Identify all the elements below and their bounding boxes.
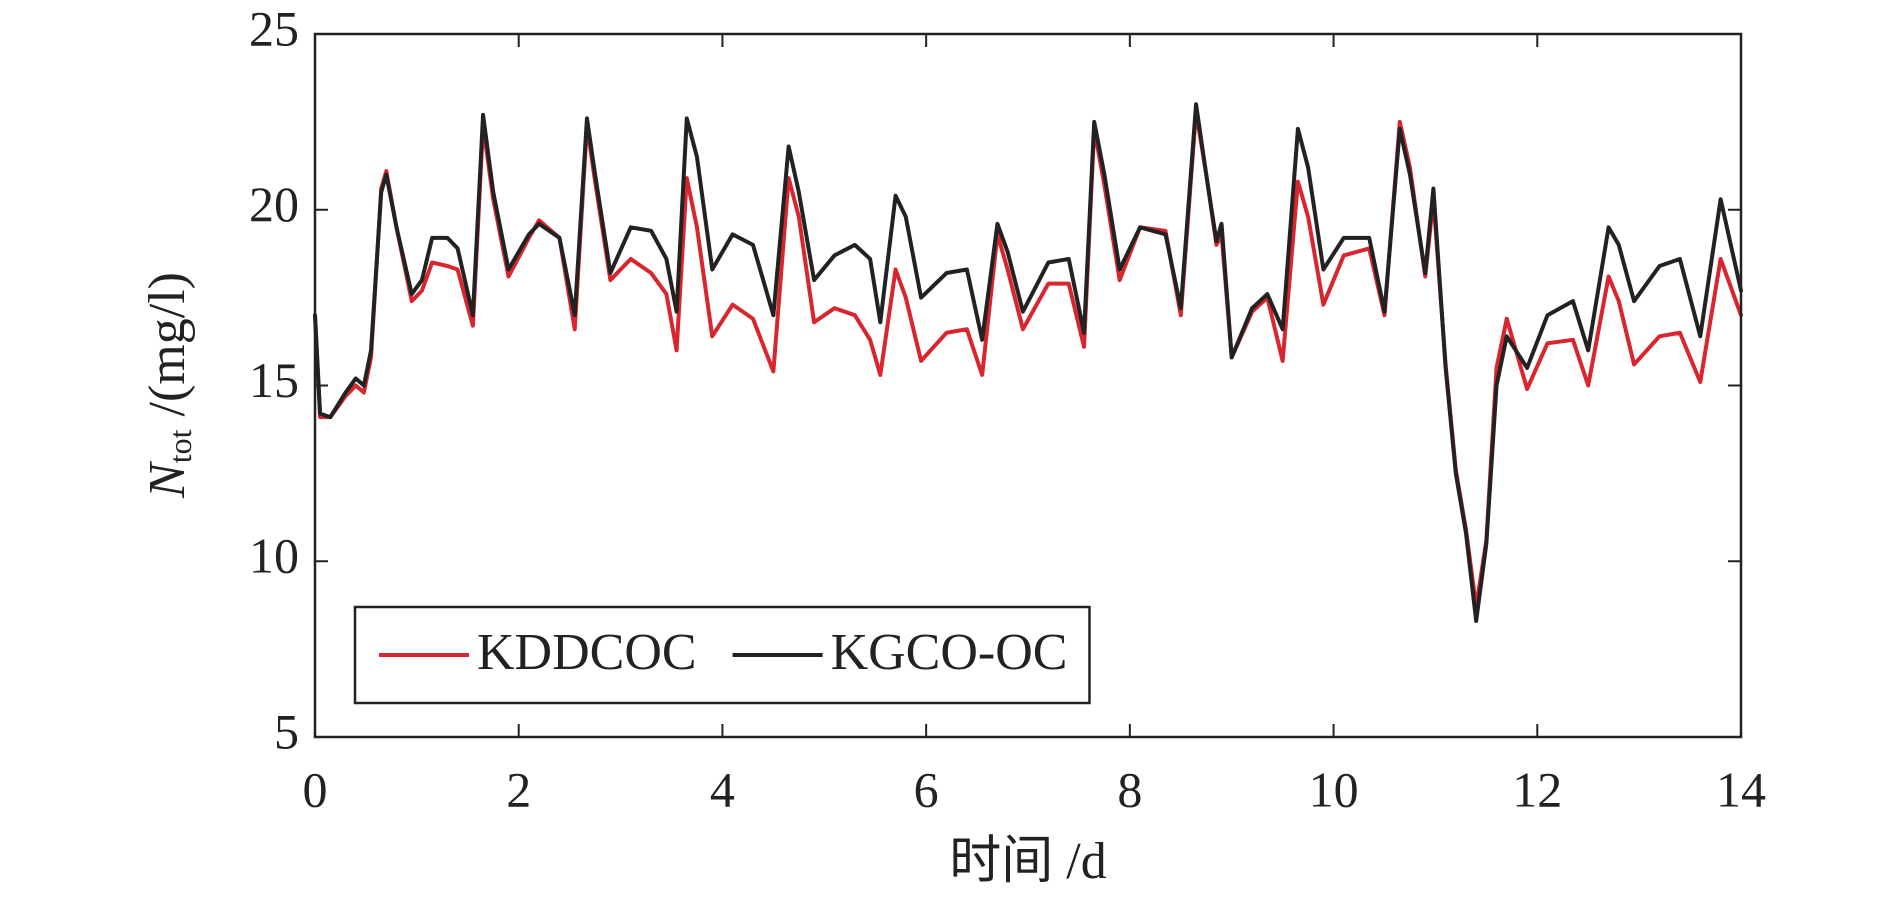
y-tick-label: 5 bbox=[274, 703, 299, 759]
y-tick-label: 15 bbox=[249, 352, 299, 408]
legend-label: KGCO-OC bbox=[831, 624, 1068, 681]
legend: KDDCOC KGCO-OC bbox=[353, 605, 1091, 705]
y-tick-label: 20 bbox=[249, 176, 299, 232]
x-tick-label: 6 bbox=[914, 761, 939, 817]
x-tick-label: 10 bbox=[1309, 761, 1359, 817]
y-axis-title-unit: /(mg/l) bbox=[139, 272, 196, 429]
x-axis-title: 时间 /d bbox=[949, 833, 1106, 890]
line-series bbox=[313, 102, 1743, 623]
y-axis-title-symbol: N bbox=[139, 460, 196, 499]
x-tick-label: 2 bbox=[506, 761, 531, 817]
legend-label: KDDCOC bbox=[477, 624, 697, 681]
y-axis-title-subscript: tot bbox=[162, 429, 198, 463]
x-tick-label: 8 bbox=[1117, 761, 1142, 817]
x-tick-label: 0 bbox=[303, 761, 328, 817]
x-tick-label: 4 bbox=[710, 761, 735, 817]
legend-box bbox=[353, 605, 1091, 705]
y-tick-label: 25 bbox=[249, 0, 299, 56]
x-tick-label: 14 bbox=[1716, 761, 1766, 817]
x-tick-label: 12 bbox=[1512, 761, 1562, 817]
plot-frame bbox=[313, 32, 1743, 739]
y-axis-title: Ntot /(mg/l) bbox=[139, 272, 198, 499]
y-tick-label: 10 bbox=[249, 528, 299, 584]
